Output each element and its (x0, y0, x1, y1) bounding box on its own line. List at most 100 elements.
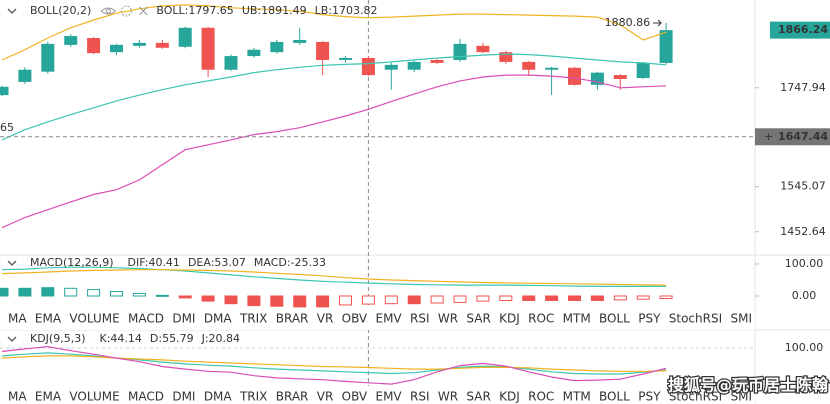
indicator-tab[interactable]: VR (317, 312, 334, 326)
crosshair-add-icon: + (764, 130, 773, 143)
indicator-tab[interactable]: DMA (204, 390, 233, 404)
indicator-tab[interactable]: MA (8, 390, 27, 404)
macd-bar (224, 295, 238, 305)
indicator-tab[interactable]: WR (438, 312, 458, 326)
indicator-tab[interactable]: MTM (563, 390, 591, 404)
indicator-tab[interactable]: SMI (730, 390, 752, 404)
indicator-tab[interactable]: DMA (204, 312, 233, 326)
indicator-tab[interactable]: EMA (35, 312, 62, 326)
candle-body (224, 56, 238, 70)
macd-bar (339, 295, 352, 306)
macd-bar (384, 295, 398, 305)
visibility-icon[interactable] (100, 7, 117, 15)
candle-body (659, 30, 673, 63)
indicator-tab[interactable]: MA (8, 312, 27, 326)
y-tick-label: 1747.94 (780, 81, 826, 94)
indicator-tab[interactable]: EMV (376, 312, 403, 326)
remove-icon[interactable] (138, 6, 148, 16)
y-tick-label: 100.00 (785, 257, 824, 270)
legend-entry: K:44.14 (100, 332, 142, 345)
candle-body (339, 58, 352, 60)
indicator-tab[interactable]: StochRSI (669, 390, 722, 404)
collapse-toggle[interactable] (7, 336, 17, 342)
indicator-tab[interactable]: SAR (466, 312, 490, 326)
candle-body (384, 64, 398, 70)
indicator-tab[interactable]: TRIX (239, 390, 267, 404)
indicator-tab[interactable]: KDJ (499, 390, 520, 404)
candle-body (316, 41, 330, 60)
macd-bar (201, 295, 215, 302)
macd-bar (316, 295, 330, 308)
candle-body (201, 27, 215, 70)
macd-bar (590, 295, 604, 301)
indicator-tab[interactable]: BRAR (276, 390, 309, 404)
candle-body (613, 75, 627, 79)
candle-body (41, 43, 55, 72)
indicator-tab[interactable]: KDJ (499, 312, 520, 326)
legend-entry: DIF:40.41 (128, 256, 180, 269)
indicator-tab[interactable]: MACD (128, 312, 164, 326)
indicator-tab[interactable]: SMI (730, 312, 752, 326)
indicator-tab[interactable]: VR (317, 390, 334, 404)
indicator-tab[interactable]: RSI (410, 390, 430, 404)
indicator-tab[interactable]: OBV (342, 390, 368, 404)
indicator-tab[interactable]: EMV (376, 390, 403, 404)
last-price-label: 1866.24 (778, 23, 828, 36)
macd-bar (64, 287, 78, 297)
visibility-icon-pupil[interactable] (105, 8, 111, 14)
macd-bar (613, 295, 627, 301)
legend-entry: BOLL:1797.65 (156, 4, 233, 17)
indicator-tab[interactable]: VOLUME (69, 312, 119, 326)
candle-body (522, 61, 536, 70)
macd-bar (430, 295, 444, 304)
candle-body (178, 27, 192, 47)
macd-bar (110, 291, 123, 297)
candle-body (18, 69, 32, 82)
indicator-tab[interactable]: PSY (638, 312, 661, 326)
indicator-tab[interactable]: BRAR (276, 312, 309, 326)
indicator-tab[interactable]: SAR (466, 390, 490, 404)
indicator-tab[interactable]: PSY (638, 390, 661, 404)
indicator-tab[interactable]: DMI (172, 312, 195, 326)
indicator-tab[interactable]: VOLUME (69, 390, 119, 404)
indicator-tab[interactable]: StochRSI (669, 312, 722, 326)
candle-body (0, 86, 9, 96)
macd-bar (247, 295, 261, 307)
settings-icon[interactable] (120, 5, 132, 17)
crosshair-price-box (755, 128, 830, 146)
candle-body (64, 36, 78, 45)
indicator-tab[interactable]: WR (438, 390, 458, 404)
indicator-tab[interactable]: BOLL (599, 390, 630, 404)
indicator-tab[interactable]: DMI (172, 390, 195, 404)
indicator-tab[interactable]: BOLL (599, 312, 630, 326)
indicator-tab[interactable]: MACD (128, 390, 164, 404)
indicator-tab[interactable]: EMA (35, 390, 62, 404)
candle-body (247, 49, 261, 57)
last-price-box (770, 21, 830, 39)
legend-entry: D:55.79 (150, 332, 194, 345)
candle-body (87, 38, 101, 54)
indicator-tab[interactable]: RSI (410, 312, 430, 326)
bollinger-line (1, 4, 667, 61)
candle-body (499, 52, 513, 62)
candle-body (430, 59, 444, 63)
indicator-tab[interactable]: MTM (563, 312, 591, 326)
macd-bar (453, 295, 467, 303)
candle-body (270, 41, 284, 53)
indicator-tab[interactable]: OBV (342, 312, 368, 326)
y-tick-label: 0.00 (792, 289, 817, 302)
edge-label: 65 (0, 121, 14, 134)
collapse-toggle[interactable] (7, 260, 17, 266)
panel-title: MACD(12,26,9) (30, 256, 114, 269)
collapse-toggle[interactable] (7, 8, 17, 14)
legend-entry: UB:1891.49 (242, 4, 307, 17)
indicator-tab[interactable]: ROC (528, 390, 554, 404)
indicator-tab[interactable]: ROC (528, 312, 554, 326)
indicator-tab[interactable]: TRIX (239, 312, 267, 326)
macd-bar (293, 295, 307, 308)
candle-body (545, 67, 559, 70)
macd-bar (18, 287, 32, 297)
legend-entry: LB:1703.82 (315, 4, 378, 17)
